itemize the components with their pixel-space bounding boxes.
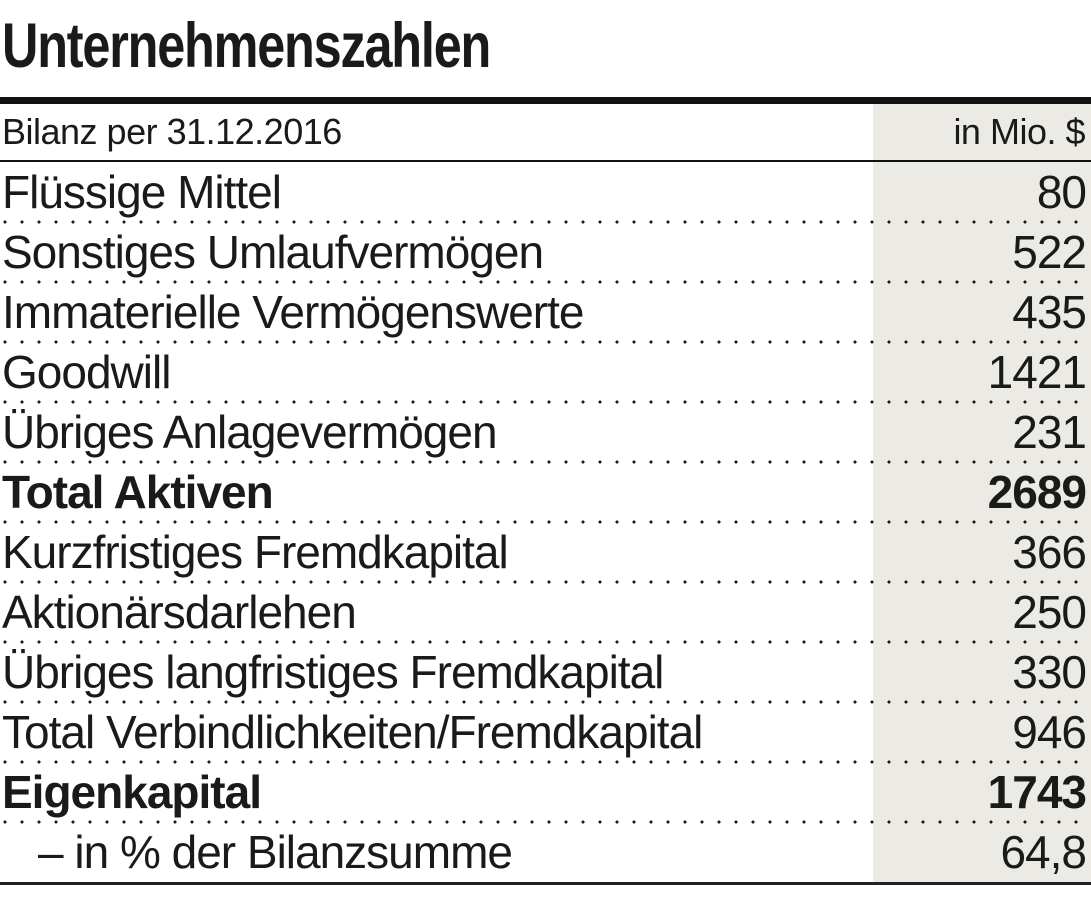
row-label: – in % der Bilanzsumme bbox=[38, 826, 513, 878]
row-value: 64,8 bbox=[1000, 826, 1087, 878]
table-row: Total Verbindlichkeiten/Fremdkapital 946 bbox=[0, 702, 1091, 764]
row-value: 366 bbox=[1012, 526, 1087, 578]
table-row: Immaterielle Vermögenswerte 435 bbox=[0, 282, 1091, 344]
balance-table-body: Flüssige Mittel 80 Sonstiges Umlaufvermö… bbox=[0, 162, 1091, 882]
table-row: – in % der Bilanzsumme 64,8 bbox=[0, 822, 1091, 882]
row-label: Goodwill bbox=[2, 346, 171, 398]
row-value: 250 bbox=[1012, 586, 1087, 638]
row-label: Übriges Anlagevermögen bbox=[2, 406, 498, 458]
row-value: 231 bbox=[1012, 406, 1087, 458]
row-label: Aktionärsdarlehen bbox=[2, 586, 357, 638]
top-rule bbox=[0, 97, 1091, 104]
value-column-background bbox=[873, 104, 1091, 883]
table-row: Übriges Anlagevermögen 231 bbox=[0, 402, 1091, 464]
row-label: Sonstiges Umlaufvermögen bbox=[2, 226, 544, 278]
row-label: Total Verbindlichkeiten/Fremdkapital bbox=[2, 706, 703, 758]
balance-table: Bilanz per 31.12.2016 in Mio. $ Flüssige… bbox=[0, 104, 1091, 882]
row-value: 80 bbox=[1036, 166, 1087, 218]
row-label: Total Aktiven bbox=[2, 466, 274, 518]
row-value: 1421 bbox=[987, 346, 1087, 398]
table-row: Total Aktiven 2689 bbox=[0, 462, 1091, 524]
row-value: 435 bbox=[1012, 286, 1087, 338]
row-label: Übriges langfristiges Fremdkapital bbox=[2, 646, 664, 698]
table-row: Kurzfristiges Fremdkapital 366 bbox=[0, 522, 1091, 584]
row-label: Flüssige Mittel bbox=[2, 166, 282, 218]
row-value: 522 bbox=[1012, 226, 1087, 278]
table-header-unit: in Mio. $ bbox=[953, 111, 1085, 152]
row-value: 330 bbox=[1012, 646, 1087, 698]
table-header-row: Bilanz per 31.12.2016 in Mio. $ bbox=[0, 104, 1091, 162]
row-label: Immaterielle Vermögenswerte bbox=[2, 286, 584, 338]
table-row: Übriges langfristiges Fremdkapital 330 bbox=[0, 642, 1091, 704]
table-row: Goodwill 1421 bbox=[0, 342, 1091, 404]
page-title: Unternehmenszahlen bbox=[2, 11, 491, 81]
table-row: Aktionärsdarlehen 250 bbox=[0, 582, 1091, 644]
table-row: Sonstiges Umlaufvermögen 522 bbox=[0, 222, 1091, 284]
table-row: Eigenkapital 1743 bbox=[0, 762, 1091, 824]
table-header-label: Bilanz per 31.12.2016 bbox=[2, 111, 342, 152]
table-row: Flüssige Mittel 80 bbox=[0, 162, 1091, 224]
row-label: Eigenkapital bbox=[2, 766, 262, 818]
row-value: 2689 bbox=[987, 466, 1087, 518]
row-value: 946 bbox=[1012, 706, 1087, 758]
row-value: 1743 bbox=[987, 766, 1087, 818]
row-label: Kurzfristiges Fremdkapital bbox=[2, 526, 509, 578]
bottom-rule bbox=[0, 882, 1091, 885]
